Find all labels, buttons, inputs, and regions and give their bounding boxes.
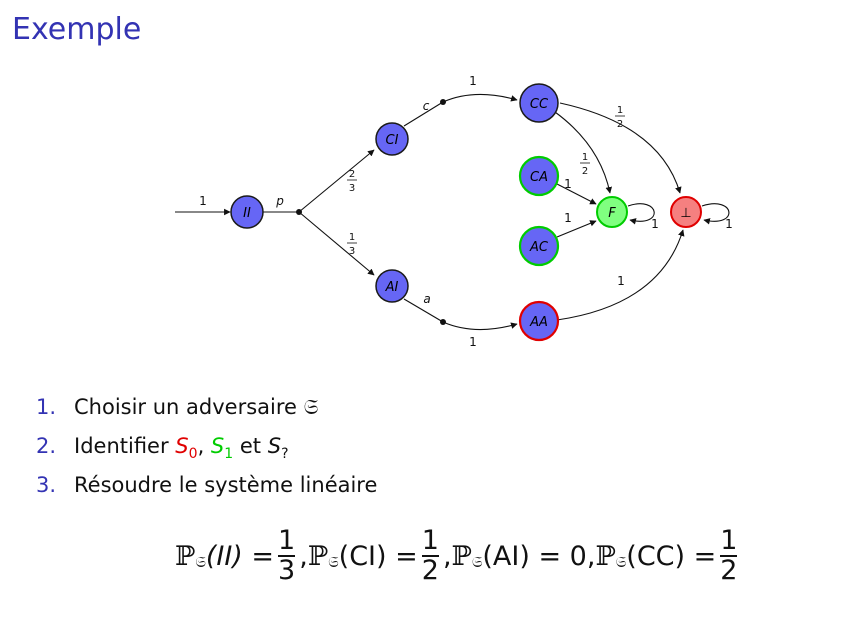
frac-num: 1: [582, 152, 588, 163]
choice-dot-c: [440, 99, 446, 105]
list-number: 2.: [36, 434, 57, 458]
node-label-bottom: ⊥: [680, 206, 691, 221]
list-item: 1. Choisir un adversaire 𝔖: [36, 395, 377, 434]
fraction-cc-bot: 1 2: [615, 105, 625, 130]
node-label-II: II: [243, 206, 251, 221]
list-number: 3.: [36, 473, 57, 497]
set-s-unknown: S?: [267, 434, 289, 463]
frac-den: 2: [617, 119, 623, 130]
node-CA: CA: [518, 155, 560, 197]
label-ac-f: 1: [564, 211, 572, 225]
edge-ca-f: [556, 183, 597, 205]
label-p: p: [275, 194, 284, 208]
node-label-CA: CA: [530, 170, 548, 185]
fraction-cc-f: 1 2: [580, 152, 590, 177]
adversary-subscript: 𝔖: [471, 553, 483, 572]
label-ca-f: 1: [564, 177, 572, 191]
edge-cc-f: [554, 111, 613, 194]
label-f-loop: 1: [651, 217, 659, 231]
list-text-et: et: [239, 434, 262, 458]
edge-ai-a: [403, 298, 444, 323]
adversary-symbol: 𝔖: [303, 395, 319, 419]
node-label-AI: AI: [385, 280, 399, 295]
fraction-one-third: 1 3: [347, 232, 357, 257]
node-CI: CI: [375, 122, 409, 156]
label-bot-loop: 1: [725, 217, 733, 231]
slide-title: Exemple: [12, 12, 142, 47]
label-aa-bot: 1: [617, 274, 625, 288]
node-label-CI: CI: [386, 133, 399, 148]
edge-f-loop: [627, 203, 655, 225]
choice-dot-a: [440, 319, 446, 325]
label-c: c: [423, 99, 430, 113]
edge-bot-loop: [701, 203, 730, 225]
node-AI: AI: [375, 269, 409, 303]
edge-p-ci: [298, 149, 375, 213]
edge-ci-c: [403, 101, 444, 127]
frac-num: 1: [617, 105, 623, 116]
frac-den: 3: [349, 246, 355, 257]
formula-term-ii: (II) =: [205, 540, 275, 572]
edge-cc-bot: [559, 102, 682, 194]
frac-num: 2: [349, 169, 355, 180]
label-input: 1: [199, 194, 207, 208]
node-label-CC: CC: [530, 97, 549, 112]
label-ai-aa: 1: [469, 335, 477, 349]
node-label-F: F: [608, 206, 616, 221]
adversary-subscript: 𝔖: [195, 553, 206, 572]
formula-term-ai: (AI) = 0,: [482, 540, 596, 572]
prob-symbol: ℙ: [175, 540, 196, 572]
list-number: 1.: [36, 395, 57, 419]
formula-term-ci: (CI) =: [338, 540, 418, 572]
frac-num: 1: [349, 232, 355, 243]
list-item: 3. Résoudre le système linéaire: [36, 473, 377, 512]
node-label-AA: AA: [529, 315, 548, 330]
node-AC: AC: [518, 225, 560, 267]
list-text: Résoudre le système linéaire: [74, 473, 378, 497]
prob-symbol: ℙ: [451, 540, 472, 572]
set-s0: S0: [175, 434, 198, 463]
label-ci-cc: 1: [469, 74, 477, 88]
fraction-two-thirds: 2 3: [347, 169, 357, 194]
steps-list: 1. Choisir un adversaire 𝔖 2. Identifier…: [36, 395, 377, 512]
adversary-subscript: 𝔖: [328, 553, 339, 572]
edge-c-cc: [442, 93, 518, 103]
node-AA: AA: [518, 300, 560, 342]
list-text: Identifier: [74, 434, 169, 458]
edge-ac-f: [556, 220, 597, 238]
edges: [175, 93, 730, 331]
edge-labels: 1 p c a 1 1 1 1 1 1 1 2 3 1 3 1 2 1 2: [199, 74, 733, 349]
frac-den: 3: [349, 183, 355, 194]
adversary-subscript: 𝔖: [615, 553, 627, 572]
set-s1: S1: [210, 434, 234, 463]
choice-dot-p: [296, 209, 302, 215]
node-label-AC: AC: [529, 240, 549, 255]
node-II: II: [230, 195, 264, 229]
edge-aa-bot: [556, 229, 685, 321]
node-F: F: [596, 196, 628, 228]
edge-a-aa: [442, 321, 518, 331]
formula-term-cc: (CC) =: [626, 540, 717, 572]
label-a: a: [423, 292, 430, 306]
prob-symbol: ℙ: [595, 540, 616, 572]
list-text: Choisir un adversaire: [74, 395, 297, 419]
frac-den: 2: [582, 166, 588, 177]
prob-symbol: ℙ: [307, 540, 329, 572]
node-CC: CC: [519, 83, 559, 123]
node-bottom: ⊥: [670, 196, 702, 228]
edge-p-ai: [298, 211, 375, 276]
list-item: 2. Identifier S0, S1 et S?: [36, 434, 289, 463]
